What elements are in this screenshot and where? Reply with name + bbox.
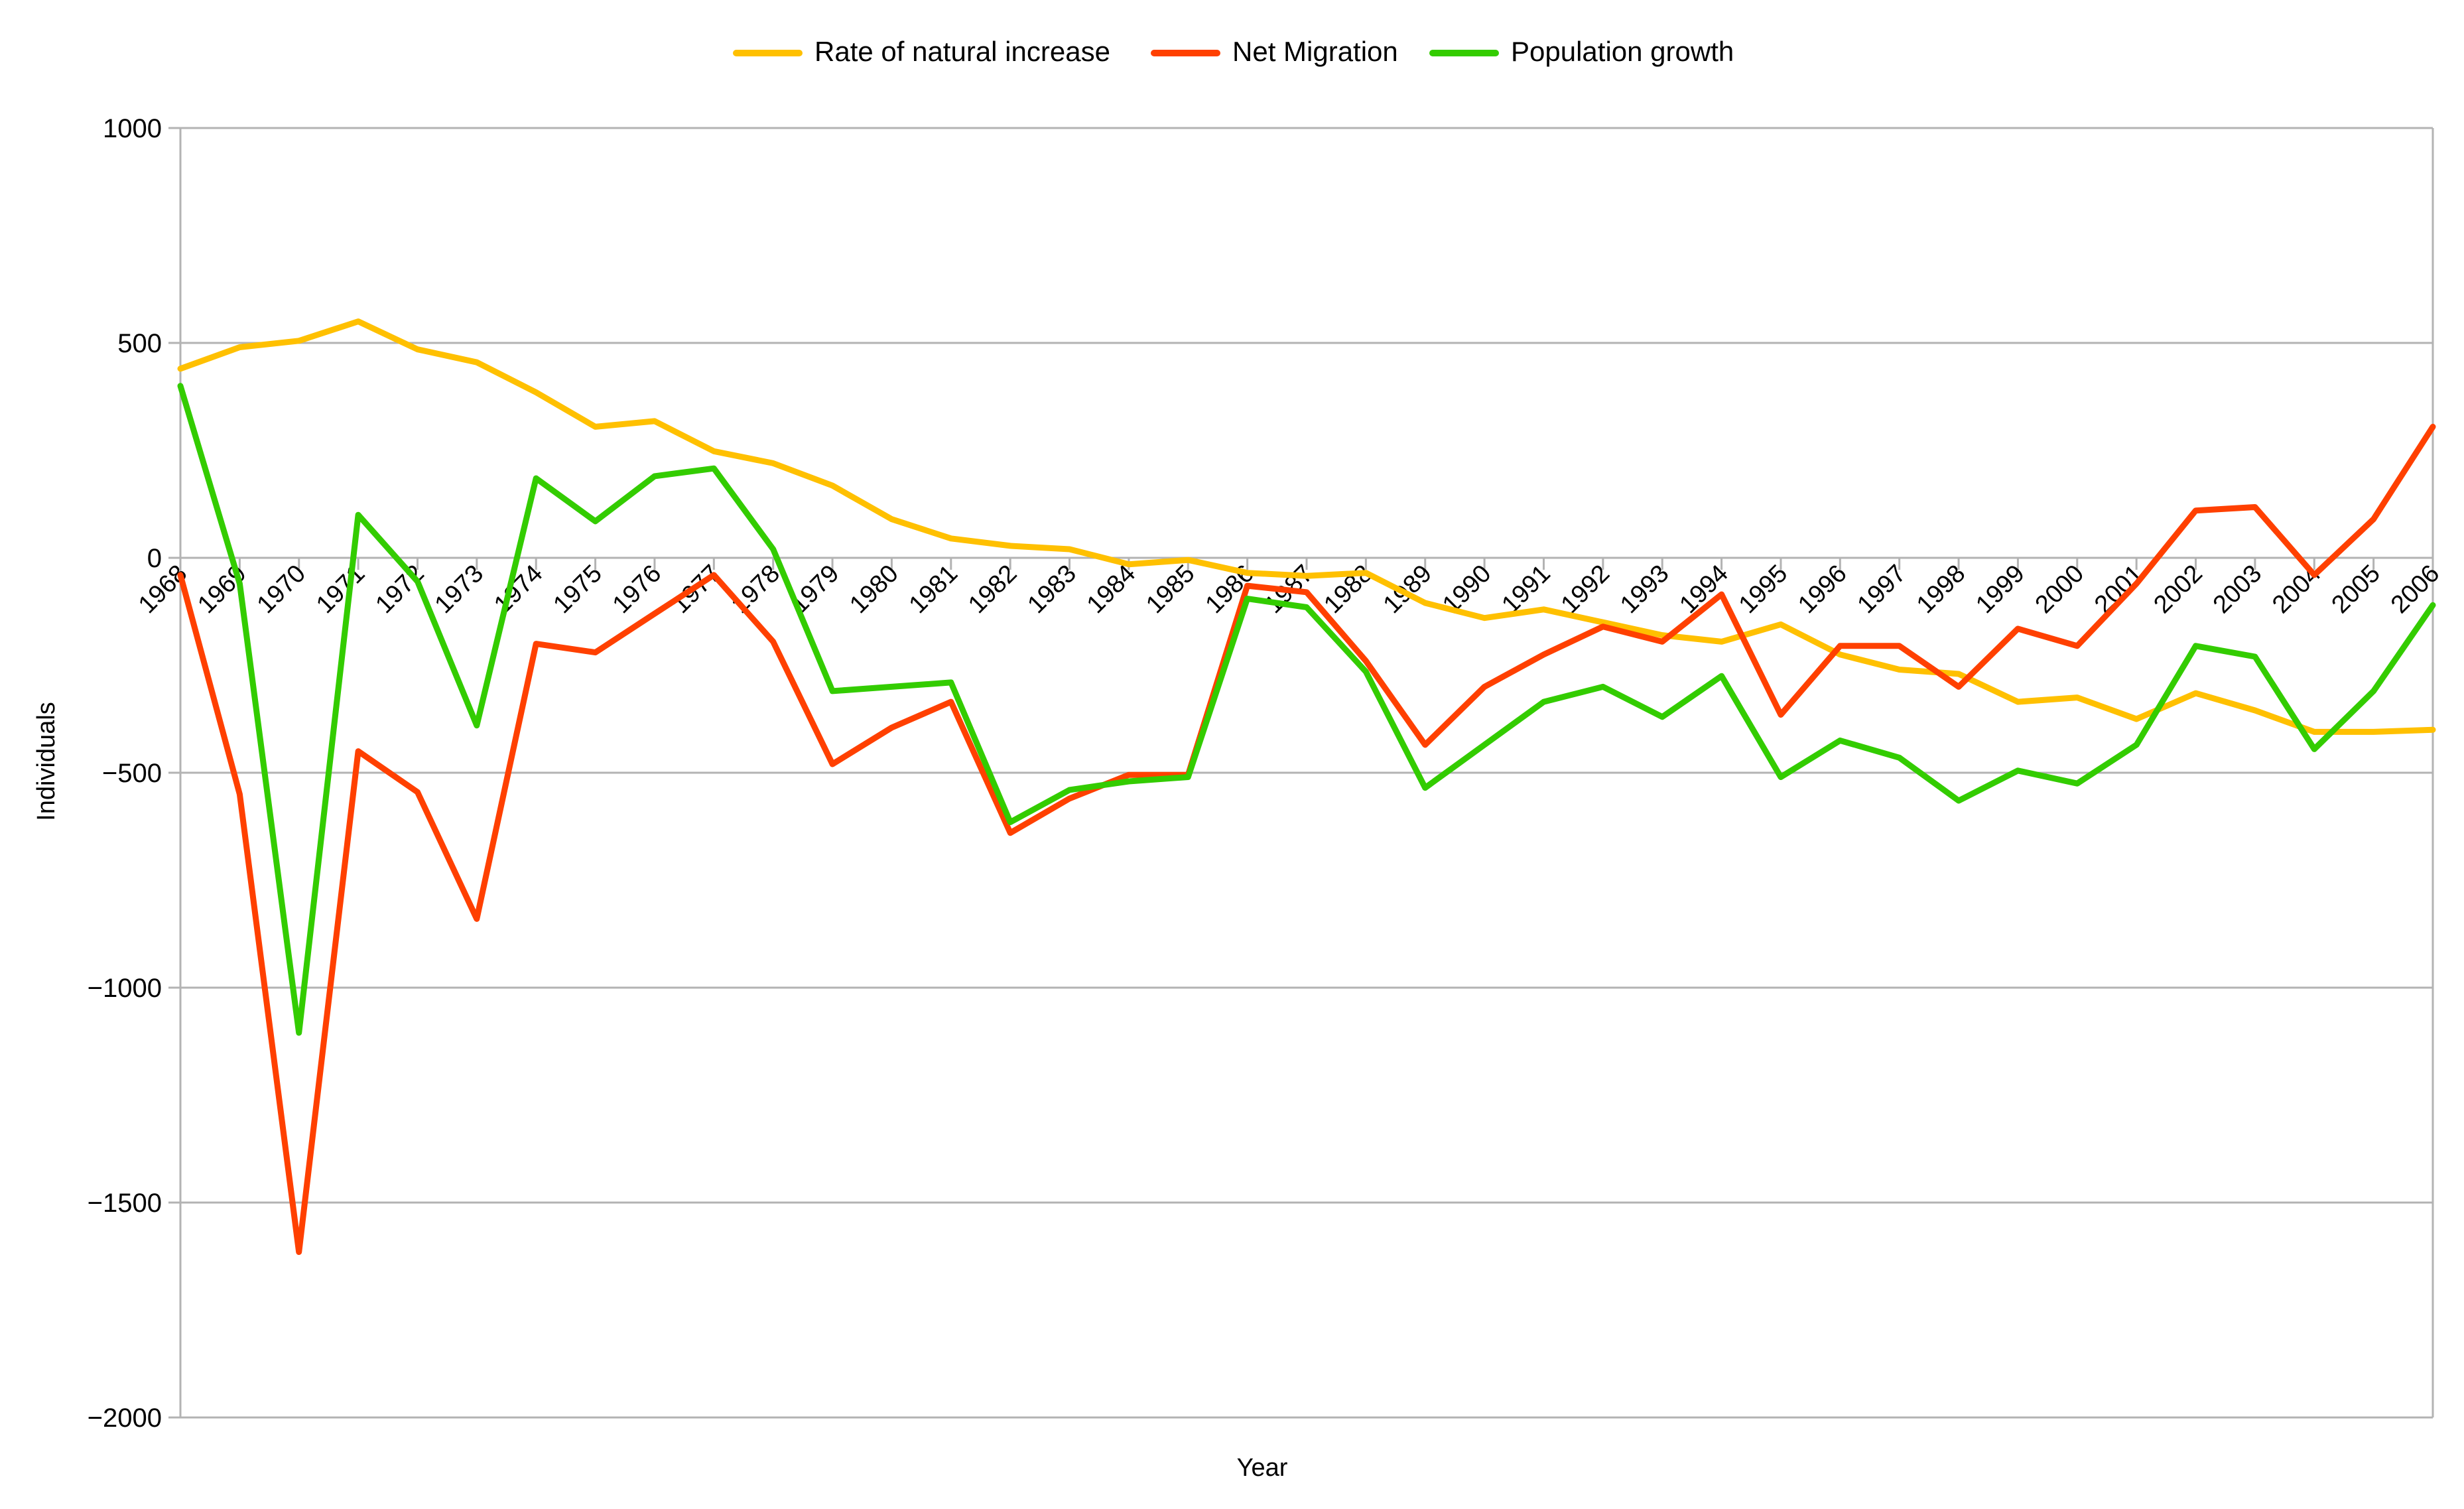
axes — [179, 128, 2434, 1419]
legend-label: Net Migration — [1232, 36, 1398, 67]
series-line-2 — [177, 383, 2436, 1036]
y-tick-label: −2000 — [88, 1404, 162, 1433]
series-line-0 — [177, 318, 2436, 735]
legend-label: Population growth — [1511, 36, 1734, 67]
y-tick-label: 0 — [147, 544, 162, 573]
y-tick-label: 500 — [117, 329, 162, 358]
y-tick-label: −1500 — [88, 1189, 162, 1218]
x-axis-title: Year — [1237, 1454, 1288, 1482]
series-line-1 — [177, 423, 2436, 1255]
y-tick-labels: −2000 −1500 −1000 −500 0 500 1000 — [88, 114, 162, 1433]
legend: Rate of natural increase Net Migration Pop… — [733, 36, 1734, 67]
y-tick-label: −500 — [102, 759, 162, 788]
legend-label: Rate of natural increase — [814, 36, 1110, 67]
y-tick-label: −1000 — [88, 974, 162, 1003]
y-tick-label: 1000 — [103, 114, 162, 143]
series-lines — [177, 318, 2436, 1255]
y-axis-title: Individuals — [32, 702, 60, 821]
